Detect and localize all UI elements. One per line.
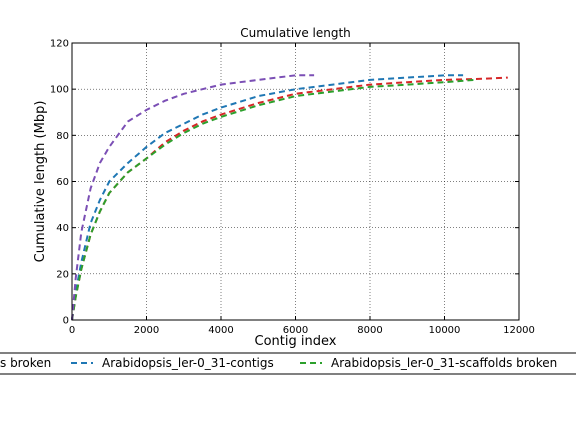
axis-ticks: 0 2000 4000 6000 8000 10000 12000 0 20 40 60 80 100 1…: [50, 39, 535, 337]
chart-title: Cumulative length: [240, 26, 351, 40]
y-tick-label: 20: [56, 269, 69, 280]
x-tick-label: 8000: [357, 325, 382, 336]
y-axis-label: Cumulative length (Mbp): [33, 101, 48, 263]
x-tick-label: 4000: [208, 325, 233, 336]
series-line-0: [71, 76, 508, 321]
series-line-2: [71, 78, 475, 321]
y-tick-label: 0: [63, 316, 69, 327]
series-line-3: [71, 74, 315, 321]
y-tick-label: 120: [50, 39, 69, 50]
x-tick-label: 0: [69, 325, 75, 336]
series-lines: [71, 74, 508, 321]
x-tick-label: 2000: [134, 325, 159, 336]
y-tick-label: 60: [56, 177, 69, 188]
y-tick-label: 40: [56, 223, 69, 234]
x-axis-label: Contig index: [255, 334, 337, 349]
series-line-1: [71, 74, 464, 321]
x-tick-label: 6000: [283, 325, 308, 336]
x-tick-label: 10000: [429, 325, 461, 336]
legend-label: Arabidopsis_ler-0_31-scaffolds broken: [331, 356, 557, 370]
grid: [72, 43, 519, 320]
y-tick-label: 80: [56, 131, 69, 142]
legend: s broken Arabidopsis_ler-0_31-contigs Arab…: [0, 352, 576, 375]
legend-label: Arabidopsis_ler-0_31-contigs: [102, 356, 274, 370]
x-tick-label: 12000: [503, 325, 535, 336]
y-tick-label: 100: [50, 85, 69, 96]
legend-label: s broken: [0, 356, 51, 370]
